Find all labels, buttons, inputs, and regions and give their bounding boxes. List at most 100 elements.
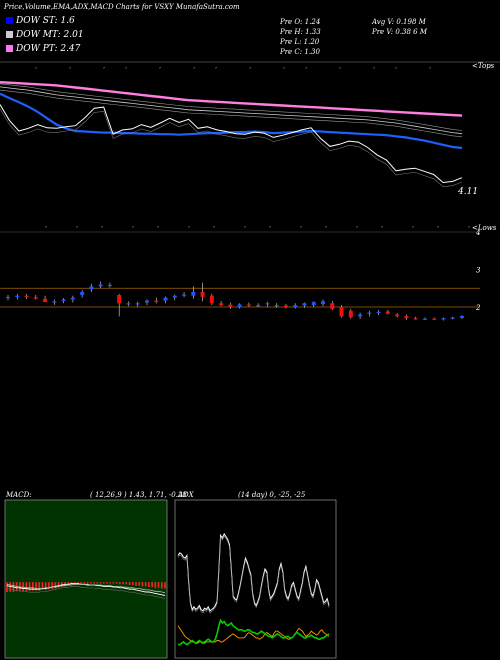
macd-panel [4,499,168,659]
candle-body [163,297,168,301]
legend-value: 2.01 [63,30,84,40]
stat-item: Pre L: 1.20 [280,38,319,46]
price-top-tick: ’ [437,226,439,233]
adx-plus-line [178,618,330,646]
candle-body [6,296,10,299]
candle-body [52,301,57,303]
price-top-tick: ’ [101,226,103,233]
legend-label: DOW MT: [16,30,64,40]
candle-body [395,314,400,317]
price-top-tick: ’ [300,226,302,233]
stat-value: 1.24 [304,18,321,26]
stat-value: 1.33 [305,28,321,36]
ema-aux-line [0,83,463,131]
candle-body [43,298,48,303]
price-top-tick: ’ [244,226,246,233]
candle-body [15,295,20,297]
adx-frame [174,499,337,659]
legend-value: 2.47 [60,44,81,54]
price-top-tick: ’ [381,226,383,233]
adx-panel [174,499,337,659]
ema-mid-line [0,86,463,135]
price-tick-label: 3 [476,267,481,275]
candle-body [126,303,131,305]
candle-body [228,304,233,307]
stat-value: 1.20 [303,38,320,46]
candle-body [256,305,261,307]
candle-body [422,318,427,320]
candle-body [283,305,288,307]
ema-long-line [0,81,463,117]
candle-body [358,314,363,317]
legend-swatch [6,17,13,24]
candle-body [246,304,251,306]
candle-body [135,303,140,305]
candle-body [321,301,326,304]
candle-body [348,310,353,318]
adx-label: ADX [178,491,194,499]
candle-body [117,295,122,304]
ema-top-tick: ’ [103,67,105,74]
price-top-tick: ’ [468,226,470,233]
ema-top-tick: ’ [159,67,161,74]
candle-body [385,311,390,314]
ema-top-tick: ’ [283,67,285,74]
ema-close-line [0,104,463,184]
price-top-tick: ’ [412,226,414,233]
candle-body [191,292,196,296]
stat-label: Pre C: [280,48,305,56]
adx-params: (14 day) 0, -25, -25 [238,491,306,499]
candle-body [302,303,307,306]
candle-body [330,303,335,309]
ema-top-tick: ’ [339,67,341,74]
ema-upper-label: <Tops [472,62,495,70]
legend-swatch [6,31,13,38]
ema-panel: ’ ’ ’ ’ ’ ’ ’ ’ ’ ’ ’ ’ ’ ’ [0,61,500,188]
candle-body [154,300,159,302]
stat-item: Pre V: 0.38 6 M [372,28,427,36]
adx-shadow-line [177,535,330,614]
ema-top-tick: ’ [373,67,375,74]
candle-body [274,305,279,307]
ema-top-tick: ’ [35,67,37,74]
candle-body [89,286,94,290]
candle-body [404,316,409,319]
price-tick-label: 2 [475,304,481,312]
price-top-tick: ’ [356,226,358,233]
stat-label: Pre V: [372,28,396,36]
macd-frame [4,499,168,659]
stat-value: 0.198 M [396,18,426,26]
candle-body [265,303,270,305]
candle-body [107,284,112,287]
price-top-tick: ’ [325,226,327,233]
stat-item: Pre C: 1.30 [280,48,320,56]
candle-body [172,295,177,298]
stat-value: 1.30 [304,48,320,56]
candle-body [339,307,344,317]
legend-label: DOW ST: [16,16,61,26]
macd-signal-line [6,583,166,594]
candle-body [144,300,149,303]
candle-body [311,302,316,306]
price-tick-label: 4 [475,229,480,237]
stat-label: Avg V: [372,18,397,26]
stat-label: Pre L: [280,38,304,46]
ema-top-tick: ’ [249,67,251,74]
stat-item: Avg V: 0.198 M [372,18,426,26]
chart-title: Price,Volume,EMA,ADX,MACD Charts for VSX… [4,3,240,11]
macd-label: MACD: [6,491,32,499]
stat-label: Pre H: [280,28,306,36]
ema-top-tick: ’ [69,67,71,74]
ema-top-tick: ’ [193,67,195,74]
candle-body [460,316,464,318]
legend-swatch [6,45,13,52]
candle-body [80,292,85,295]
candle-body [33,297,38,299]
stat-item: Pre H: 1.33 [280,28,321,36]
candle-body [441,318,446,320]
ema-top-tick: ’ [125,67,127,74]
price-top-tick: ’ [188,226,190,233]
candle-body [219,303,224,306]
candle-body [376,311,381,314]
